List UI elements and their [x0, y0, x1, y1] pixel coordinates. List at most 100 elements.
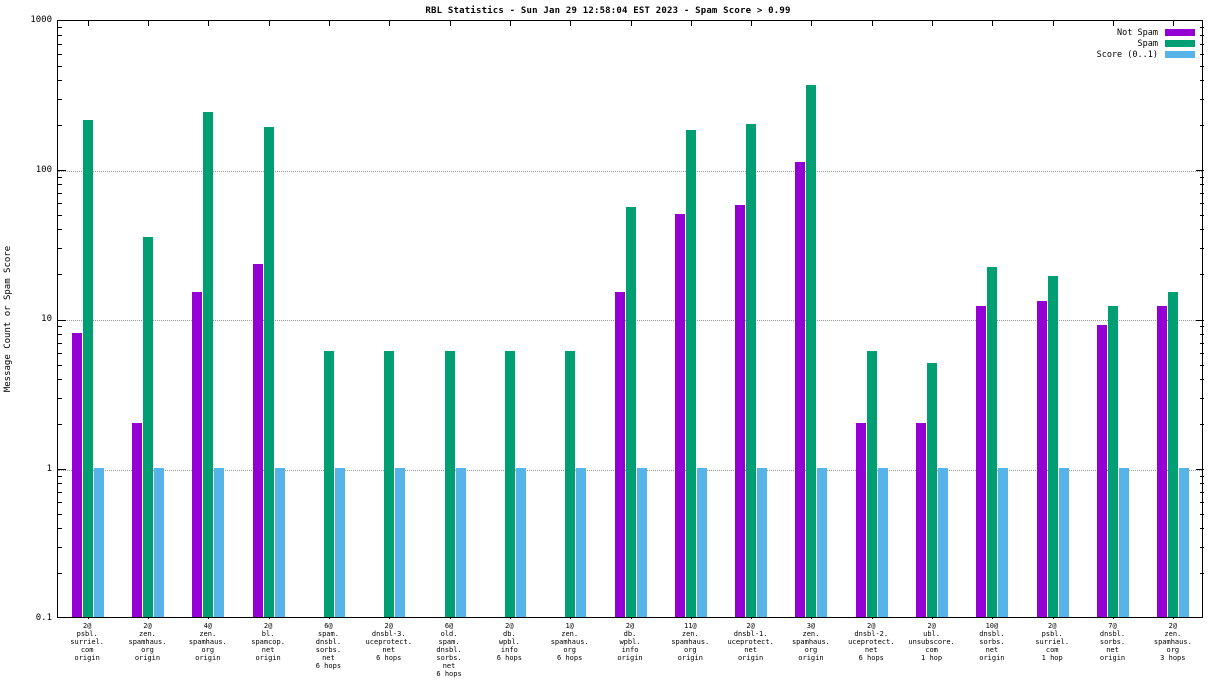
- bar-score: [334, 467, 345, 617]
- x-tick-label-line: net: [322, 654, 335, 662]
- axis-tick: [58, 333, 62, 335]
- axis-tick: [449, 21, 451, 26]
- x-tick-label-line: 4@: [203, 622, 212, 630]
- x-tick-label-line: origin: [195, 654, 221, 662]
- axis-tick: [208, 21, 210, 26]
- bar-spam: [685, 130, 696, 617]
- bar-score: [998, 467, 1009, 617]
- axis-tick: [690, 21, 692, 26]
- axis-tick: [268, 21, 270, 26]
- x-tick-label-line: origin: [737, 654, 764, 662]
- bar-spam: [444, 351, 455, 617]
- legend-row-spam: Spam: [1097, 38, 1195, 49]
- axis-tick: [58, 193, 62, 195]
- bar-score: [696, 467, 707, 617]
- bar-score: [1119, 467, 1130, 617]
- x-tick-label-line: dnsbl.: [1099, 630, 1126, 638]
- axis-tick: [58, 43, 62, 45]
- bar-score: [515, 467, 526, 617]
- x-tick-label-line: 6 hops: [376, 654, 402, 662]
- bar-spam: [323, 351, 334, 617]
- axis-tick: [1200, 34, 1204, 36]
- x-tick-label-line: uceprotect.: [365, 638, 412, 646]
- x-tick-label-line: spamhaus.: [1153, 638, 1192, 646]
- x-tick-label-line: 6 hops: [557, 654, 583, 662]
- x-tick-label-line: 6@: [444, 622, 454, 630]
- bar-spam: [203, 111, 214, 617]
- x-tick-label-line: 2@: [143, 622, 152, 630]
- bar-score: [153, 467, 164, 617]
- axis-tick: [58, 573, 62, 575]
- legend-label-not-spam: Not Spam: [1117, 27, 1158, 38]
- bar-score: [576, 467, 587, 617]
- x-tick-label-line: zen.: [199, 630, 217, 638]
- x-tick-label-line: org: [141, 646, 154, 654]
- x-tick-label-line: uceprotect.: [727, 638, 774, 646]
- x-tick-label-line: 1 hop: [921, 654, 943, 662]
- x-tick-label-line: spamhaus.: [188, 638, 227, 646]
- axis-tick: [1200, 352, 1204, 354]
- legend-label-spam: Spam: [1137, 38, 1158, 49]
- x-tick-label-line: 11@: [683, 622, 697, 630]
- bar-score: [757, 467, 768, 617]
- x-tick-label-line: zen.: [139, 630, 156, 638]
- bar-not-spam: [1036, 300, 1047, 617]
- axis-tick: [58, 514, 62, 515]
- bar-spam: [987, 266, 998, 617]
- y-tick-label: 10: [41, 314, 52, 324]
- x-tick-label-line: com: [1045, 646, 1059, 654]
- x-tick-label-line: sorbs.: [315, 646, 342, 654]
- bar-not-spam: [614, 291, 625, 617]
- x-tick-label-line: dnsbl.: [315, 638, 342, 646]
- x-tick-label-line: psbl.: [1041, 630, 1063, 638]
- axis-tick: [1200, 124, 1204, 126]
- axis-tick: [58, 274, 62, 276]
- x-tick-label: 2@ bl. spamcop. net origin: [228, 622, 308, 662]
- x-tick-label-line: 2@: [746, 622, 755, 630]
- x-tick-label-line: ubl.: [923, 630, 940, 638]
- axis-tick: [58, 492, 62, 494]
- x-tick-label-line: spamhaus.: [128, 638, 167, 646]
- bar-spam: [866, 351, 877, 617]
- x-tick-label-line: origin: [617, 654, 643, 662]
- axis-tick: [58, 547, 62, 549]
- axis-tick: [1200, 79, 1204, 81]
- axis-tick: [58, 502, 62, 504]
- x-tick-label-line: 3@: [806, 622, 816, 630]
- x-tick-label-line: com: [925, 646, 938, 654]
- x-tick-label: 11@ zen. spamhaus. org origin: [650, 622, 730, 662]
- x-tick-label-line: net: [261, 646, 275, 654]
- axis-tick: [1200, 215, 1204, 216]
- x-tick-label-line: org: [201, 646, 215, 654]
- x-tick-label-line: net: [864, 646, 878, 654]
- gridline: [58, 170, 1202, 172]
- bar-score: [274, 467, 285, 617]
- x-tick-label: 4@ zen. spamhaus. org origin: [168, 622, 248, 662]
- x-tick-label-line: old.: [440, 630, 458, 638]
- axis-tick: [58, 215, 62, 216]
- x-tick-label-line: zen.: [561, 630, 579, 638]
- axis-tick: [1200, 248, 1204, 250]
- axis-tick: [1200, 397, 1204, 399]
- bar-score: [877, 467, 888, 617]
- bar-not-spam: [252, 263, 263, 617]
- axis-tick: [1200, 203, 1204, 205]
- bar-spam: [142, 236, 153, 617]
- x-tick-label-line: zen.: [802, 630, 820, 638]
- x-tick-label-line: origin: [134, 654, 161, 662]
- x-tick-label-line: 2@: [927, 622, 936, 630]
- plot-area: Not Spam Spam Score (0..1): [57, 20, 1204, 619]
- x-tick-label-line: dnsbl.: [436, 646, 462, 654]
- x-tick-label-line: surriel.: [1035, 638, 1070, 646]
- x-tick-label-line: info: [621, 646, 639, 654]
- y-tick-label: 1: [46, 463, 52, 474]
- x-tick-label-line: zen.: [1164, 630, 1182, 638]
- axis-tick: [58, 65, 62, 67]
- x-tick-label-line: org: [804, 646, 818, 654]
- bar-spam: [263, 126, 274, 617]
- axis-tick: [1200, 514, 1204, 515]
- axis-tick: [1200, 193, 1204, 195]
- bar-spam: [806, 85, 817, 617]
- x-tick-label-line: 2@: [505, 622, 514, 630]
- legend-swatch-not-spam: [1165, 29, 1195, 36]
